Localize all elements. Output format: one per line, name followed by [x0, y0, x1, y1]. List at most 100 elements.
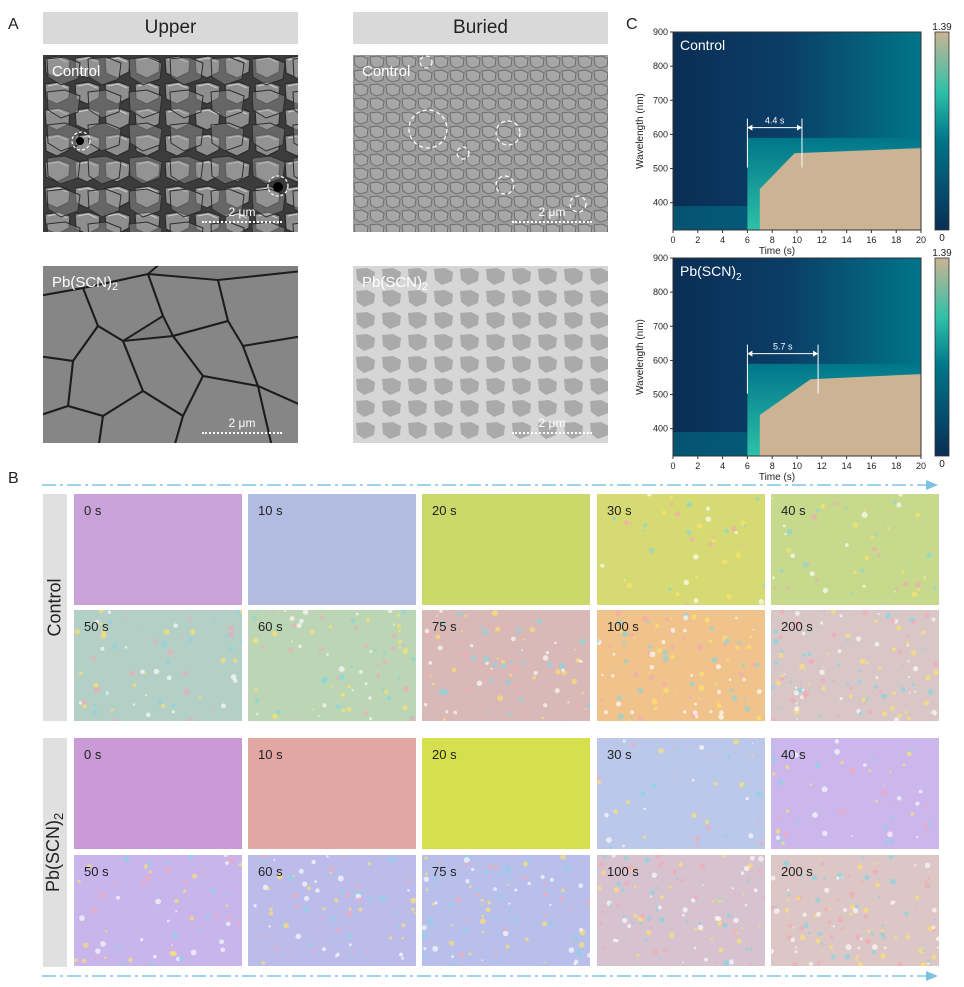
control-time-label: 50 s	[84, 619, 109, 634]
time-arrow-top	[42, 480, 938, 490]
control-tile: 200 s	[771, 610, 939, 721]
annotation-arrowhead-right	[796, 124, 802, 131]
pbscn2-time-label: 30 s	[607, 747, 632, 762]
pbscn2-tile: 0 s	[74, 738, 242, 849]
x-tick-label: 6	[745, 235, 750, 245]
control-speckles	[771, 610, 939, 721]
control-tile: 0 s	[74, 494, 242, 605]
scale-bar-text: 2 μm	[538, 205, 566, 219]
heatmap-saturated-region	[759, 148, 921, 230]
pbscn2-label-base: Pb(SCN)	[52, 274, 113, 291]
control-time-label: 20 s	[432, 503, 457, 518]
y-tick-label: 900	[653, 27, 668, 37]
row-label-pbscn2-text: Pb(SCN)2	[44, 813, 67, 892]
x-tick-label: 14	[842, 235, 852, 245]
control-tile: 75 s	[422, 610, 590, 721]
x-tick-label: 18	[891, 235, 901, 245]
control-time-label: 30 s	[607, 503, 632, 518]
x-tick-label: 12	[817, 235, 827, 245]
x-tick-label: 0	[670, 235, 675, 245]
sem-buried-pbscn2-label: Pb(SCN)2	[362, 274, 428, 293]
scale-bar-text: 2 μm	[228, 205, 256, 219]
pbscn2-tile: 50 s	[74, 855, 242, 966]
x-tick-label: 4	[720, 235, 725, 245]
control-speckles	[422, 610, 590, 721]
sem-upper-pbscn2: Pb(SCN)2 2 μm	[43, 266, 298, 443]
y-tick-label: 600	[653, 129, 668, 139]
control-time-label: 60 s	[258, 619, 283, 634]
sem-upper-control-texture	[43, 55, 298, 232]
colorbar-max-label: 1.39	[932, 22, 952, 33]
heatmap-saturated-region	[759, 374, 921, 456]
panel-c-letter: C	[626, 16, 638, 33]
sample-label: Control	[680, 37, 725, 53]
x-axis-label: Time (s)	[759, 472, 795, 483]
x-tick-label: 0	[670, 461, 675, 471]
pbscn2-tile: 75 s	[422, 855, 590, 966]
y-tick-label: 700	[653, 95, 668, 105]
control-time-label: 0 s	[84, 503, 102, 518]
y-tick-label: 700	[653, 321, 668, 331]
annotation-arrowhead-left	[747, 124, 753, 131]
panel-b-letter: B	[8, 470, 19, 487]
control-speckles	[597, 610, 765, 721]
control-time-label: 75 s	[432, 619, 457, 634]
pbscn2-label-sub: 2	[422, 281, 429, 294]
colorbar	[934, 31, 950, 231]
scale-bar: 2 μm	[512, 416, 592, 434]
row-label-control-text: Control	[44, 578, 65, 637]
x-axis-label: Time (s)	[759, 246, 795, 257]
pbscn2-speckles	[253, 855, 416, 965]
scale-bar-text: 2 μm	[538, 416, 566, 430]
row-label-control: Control	[43, 494, 67, 721]
pbscn2-speckles	[74, 855, 242, 966]
x-tick-label: 2	[695, 461, 700, 471]
scale-bar: 2 μm	[202, 205, 282, 223]
pbscn2-time-label: 60 s	[258, 864, 283, 879]
pbscn2-tile: 200 s	[771, 855, 939, 966]
colorbar-max-label: 1.39	[932, 248, 952, 259]
pbscn2-tile: 10 s	[248, 738, 416, 849]
scale-bar: 2 μm	[202, 416, 282, 434]
control-time-label: 100 s	[607, 619, 639, 634]
control-tile: 50 s	[74, 610, 242, 721]
control-tile: 10 s	[248, 494, 416, 605]
control-time-label: 200 s	[781, 619, 813, 634]
pbscn2-tile: 30 s	[597, 738, 765, 849]
control-time-label: 40 s	[781, 503, 806, 518]
x-tick-label: 8	[770, 235, 775, 245]
sem-upper-pbscn2-label: Pb(SCN)2	[52, 274, 118, 293]
y-tick-label: 500	[653, 390, 668, 400]
y-tick-label: 600	[653, 355, 668, 365]
pbscn2-speckles	[597, 739, 764, 849]
annotation-label: 4.4 s	[765, 116, 785, 126]
annotation-arrowhead-left	[747, 350, 753, 357]
scale-bar-text: 2 μm	[228, 416, 256, 430]
row-label-pbscn2: Pb(SCN)2	[43, 738, 67, 967]
y-tick-label: 800	[653, 61, 668, 71]
y-tick-label: 500	[653, 164, 668, 174]
pbscn2-speckles	[422, 855, 590, 966]
colorbar	[934, 257, 950, 457]
x-tick-label: 16	[866, 461, 876, 471]
pbscn2-time-label: 40 s	[781, 747, 806, 762]
scale-bar: 2 μm	[512, 205, 592, 223]
x-tick-label: 8	[770, 461, 775, 471]
colorbar-min-label: 0	[939, 459, 945, 470]
y-tick-label: 900	[653, 253, 668, 263]
sem-buried-control-texture	[353, 55, 608, 232]
control-speckles	[771, 494, 937, 605]
heatmap-pbscn2-svg: 0 2 4 6 8 10 12 14 16 18 20 400 500 600 700 800 900 Time …	[635, 248, 952, 483]
x-tick-label: 4	[720, 461, 725, 471]
pbscn2-time-label: 50 s	[84, 864, 109, 879]
pbscn2-tile: 60 s	[248, 855, 416, 966]
heatmap-pbscn2: 0 2 4 6 8 10 12 14 16 18 20 400 500 600 700 800 900 Time …	[625, 248, 960, 483]
pbscn2-speckles	[771, 739, 931, 846]
sem-buried-pbscn2-texture	[353, 266, 608, 443]
y-tick-label: 800	[653, 287, 668, 297]
pbscn2-time-label: 200 s	[781, 864, 813, 879]
sem-upper-control: Control 2 μm	[43, 55, 298, 232]
x-tick-label: 18	[891, 461, 901, 471]
annotation-arrowhead-right	[813, 350, 819, 357]
y-axis-label: Wavelength (nm)	[635, 319, 646, 395]
